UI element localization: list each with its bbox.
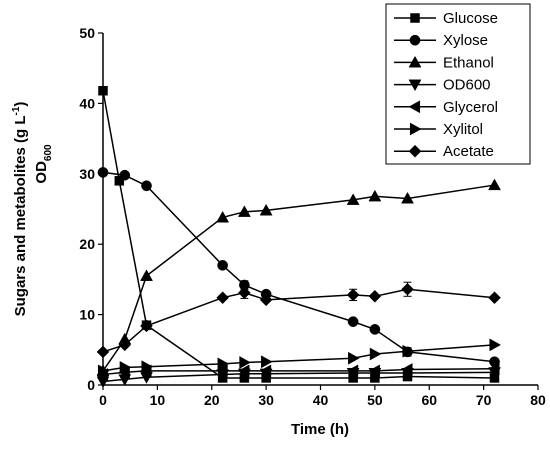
data-point-glycerol [346,364,359,378]
data-point-xylitol [119,360,132,374]
legend-label: Xylitol [443,121,483,138]
y-axis-title2-sub: 600 [43,144,54,161]
x-tick-label: 80 [530,392,546,408]
series-line-xylitol [102,344,495,372]
data-point-xylitol [217,357,230,371]
legend-item: Glucose [394,10,498,27]
y-axis-title-close: ) [12,102,29,107]
series-ethanol [96,178,501,376]
series-line-xylose [102,171,495,363]
legend-label: Ethanol [443,54,494,71]
data-point-acetate [368,289,382,303]
series-line-glycerol [102,368,495,376]
y-tick-label: 40 [79,95,95,111]
legend-label: Xylose [443,32,488,49]
x-tick-label: 0 [99,392,107,408]
svg-text:OD600: OD600 [33,144,54,184]
data-point-xylose [141,180,152,192]
series-acetate [96,281,501,359]
legend-label: OD600 [443,77,491,94]
y-axis-title-2: OD600 [33,144,54,184]
x-tick-label: 50 [367,392,383,408]
data-point-xylitol [239,356,251,369]
data-point-xylitol [489,338,502,352]
plot-area [96,85,502,388]
data-point-ethanol [346,193,360,205]
x-tick-label: 70 [476,392,492,408]
data-point-glycerol [368,364,380,378]
data-point-ethanol [216,210,230,223]
legend-item: Glycerol [394,99,498,116]
y-tick-label: 10 [79,307,95,323]
data-point-xylose [369,324,381,335]
y-axis-title2-base: OD [33,161,50,184]
data-point-acetate [140,319,153,333]
legend-label: Acetate [443,143,494,160]
series-line-od600 [102,371,495,383]
y-axis-title: Sugars and metabolites (g L-1) [11,102,29,317]
data-point-xylose [217,259,228,271]
x-tick-label: 10 [150,392,166,408]
legend-item: OD600 [394,77,491,94]
data-point-ethanol [368,189,382,202]
data-point-acetate [346,288,360,302]
y-tick-label: 0 [87,377,95,393]
data-point-xylitol [369,347,382,361]
x-tick-label: 60 [421,392,437,408]
legend-marker-xylitol [409,122,422,136]
data-point-acetate [259,293,273,307]
data-point-ethanol [237,205,251,217]
data-point-ethanol [259,203,273,216]
y-axis-title-main: Sugars and metabolites (g L [12,116,29,317]
data-point-acetate [401,282,414,296]
data-point-glycerol [259,364,272,378]
x-axis-title: Time (h) [291,421,349,438]
data-point-ethanol [401,191,414,204]
tick-labels: 0 10 20 30 40 50 60 70 80 0 10 20 30 40 50 [79,25,546,408]
legend-marker-xylose [409,34,421,46]
legend-marker-od600 [408,79,422,92]
series-line-acetate [102,288,495,353]
data-point-acetate [488,291,501,305]
svg-text:Sugars and metabolites (g L-1): Sugars and metabolites (g L-1) [11,102,29,317]
data-point-xylitol [261,355,273,369]
data-point-xylitol [348,351,360,365]
x-tick-label: 40 [313,392,329,408]
x-tick-label: 20 [204,392,220,408]
y-tick-label: 50 [79,25,95,41]
y-tick-label: 30 [79,166,95,182]
data-point-glycerol [237,364,250,378]
data-point-xylitol [402,344,415,358]
data-point-glycerol [487,362,500,376]
series-line-ethanol [102,184,495,372]
legend-item: Ethanol [394,54,494,71]
legend-label: Glycerol [443,99,498,116]
legend-marker-ethanol [408,55,422,68]
data-point-xylitol [141,360,154,374]
data-point-acetate [216,291,229,305]
data-point-acetate [238,286,251,300]
data-point-ethanol [140,269,153,281]
data-point-ethanol [488,178,501,191]
legend: Glucose Xylose Ethanol OD600 Glycerol Xylitol… [385,3,531,165]
y-tick-label: 20 [79,236,95,252]
x-tick-label: 30 [258,392,274,408]
legend-marker-glycerol [408,100,421,114]
data-point-glycerol [216,364,228,378]
data-point-glycerol [400,363,413,376]
series-line-glucose [102,90,495,379]
legend-item: Xylitol [394,121,483,138]
data-point-xylose [119,169,131,181]
legend-item: Acetate [394,143,494,160]
data-point-acetate [118,338,132,352]
legend-marker-glucose [410,13,420,23]
legend-marker-acetate [408,144,422,158]
y-axis-title-sup: -1 [11,106,22,115]
data-point-glucose [114,176,125,186]
data-point-xylose [347,316,359,327]
legend-item: Xylose [394,32,488,49]
legend-label: Glucose [443,10,498,27]
series-xylitol [97,338,502,378]
